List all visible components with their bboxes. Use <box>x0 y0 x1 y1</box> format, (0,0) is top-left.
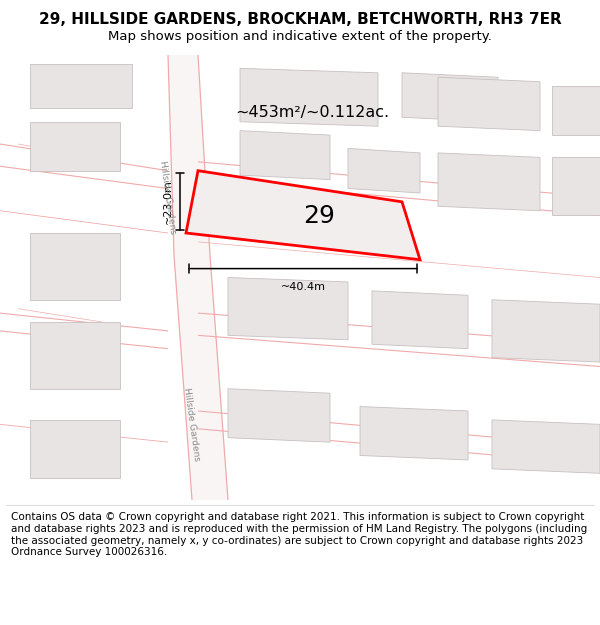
Polygon shape <box>402 72 498 122</box>
Polygon shape <box>552 158 600 215</box>
Polygon shape <box>30 322 120 389</box>
Polygon shape <box>492 420 600 473</box>
Polygon shape <box>186 171 420 260</box>
Text: Contains OS data © Crown copyright and database right 2021. This information is : Contains OS data © Crown copyright and d… <box>11 512 587 558</box>
Polygon shape <box>30 420 120 478</box>
Polygon shape <box>438 153 540 211</box>
Text: Hillside Gardens: Hillside Gardens <box>182 387 202 462</box>
Polygon shape <box>360 406 468 460</box>
Polygon shape <box>168 55 228 500</box>
Polygon shape <box>30 64 132 108</box>
Text: Map shows position and indicative extent of the property.: Map shows position and indicative extent… <box>108 30 492 43</box>
Polygon shape <box>348 149 420 193</box>
Polygon shape <box>228 389 330 442</box>
Polygon shape <box>240 68 378 126</box>
Text: ~40.4m: ~40.4m <box>281 282 325 292</box>
Polygon shape <box>228 278 348 340</box>
Polygon shape <box>438 78 540 131</box>
Polygon shape <box>552 86 600 135</box>
Text: ~453m²/~0.112ac.: ~453m²/~0.112ac. <box>235 106 389 121</box>
Polygon shape <box>240 131 330 179</box>
Polygon shape <box>492 300 600 362</box>
Text: Hillside Gardens: Hillside Gardens <box>158 160 178 234</box>
Text: 29: 29 <box>304 204 335 228</box>
Polygon shape <box>30 122 120 171</box>
Text: 29, HILLSIDE GARDENS, BROCKHAM, BETCHWORTH, RH3 7ER: 29, HILLSIDE GARDENS, BROCKHAM, BETCHWOR… <box>38 12 562 27</box>
Text: ~23.0m: ~23.0m <box>163 179 173 224</box>
Polygon shape <box>372 291 468 349</box>
Polygon shape <box>30 233 120 300</box>
